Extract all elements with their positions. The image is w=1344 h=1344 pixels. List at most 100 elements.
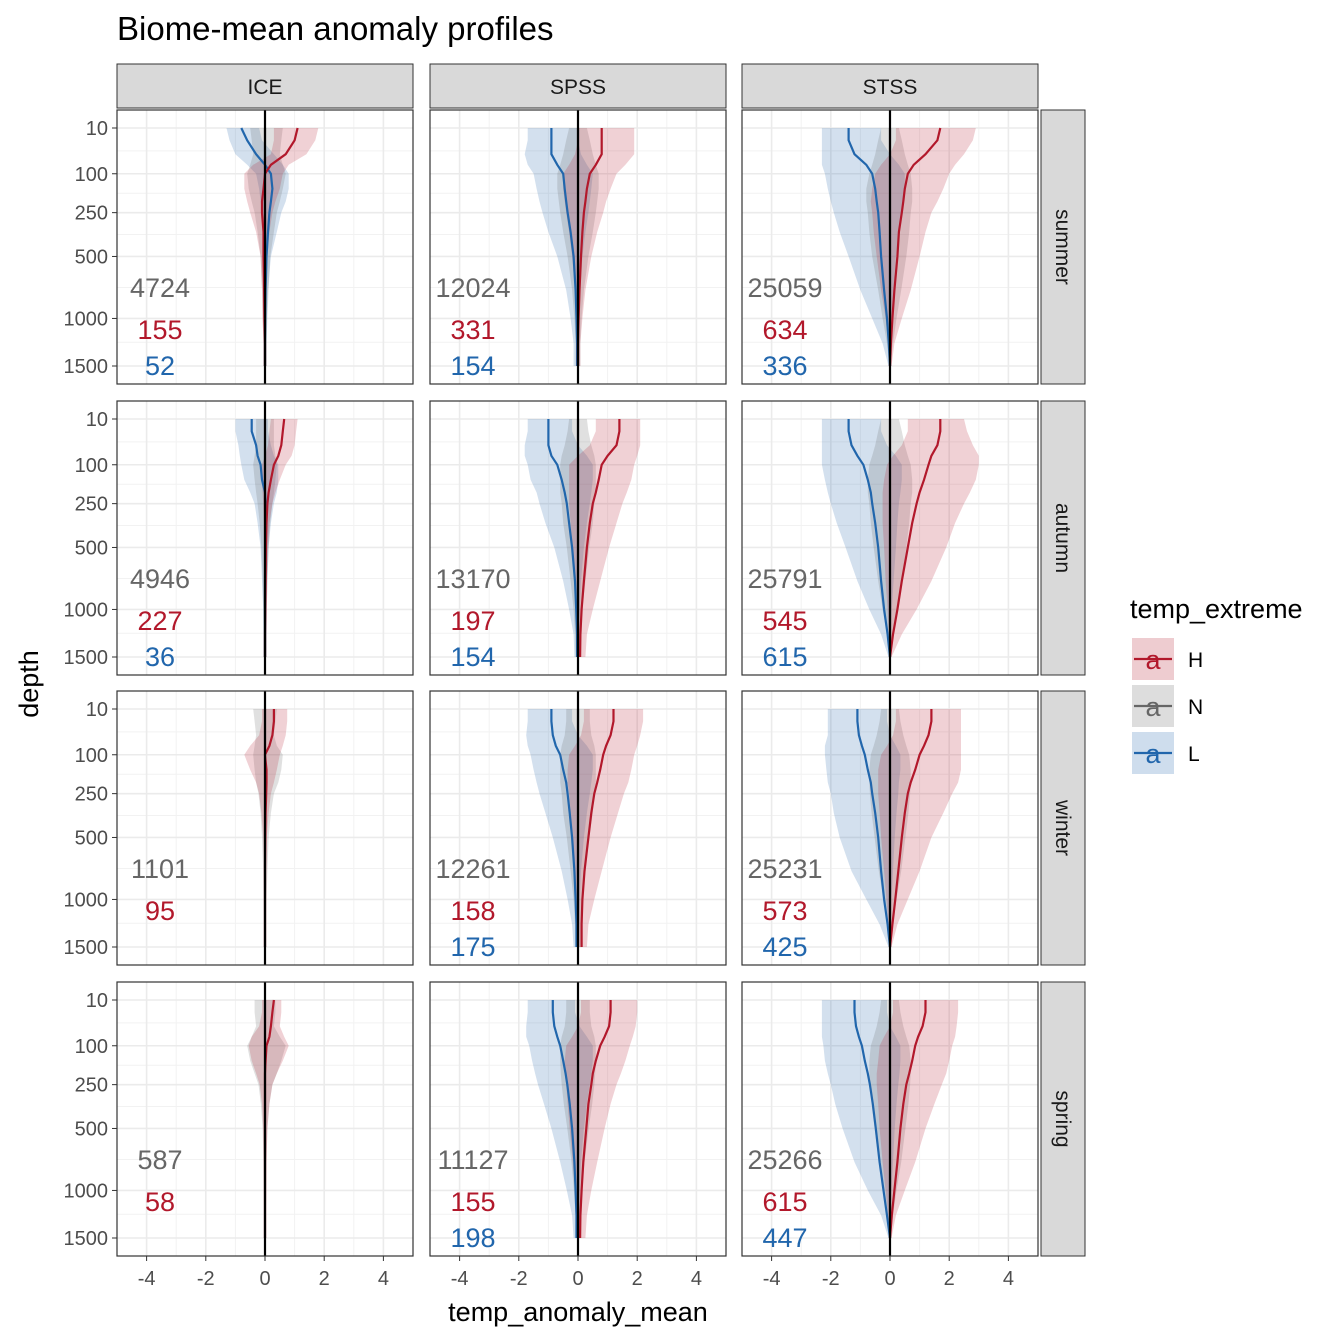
y-tick-label: 100	[75, 455, 108, 477]
y-tick-label: 1500	[64, 356, 109, 378]
y-tick-label: 100	[75, 745, 108, 767]
mean-line-L	[551, 1000, 578, 1238]
y-tick-label: 500	[75, 1118, 108, 1140]
count-label-H: 634	[762, 315, 807, 345]
y-tick-label: 500	[75, 246, 108, 268]
x-tick-label: 0	[884, 1268, 895, 1290]
count-label-N: 25231	[747, 854, 822, 884]
count-label-H: 545	[762, 606, 807, 636]
mean-line-H	[888, 419, 942, 658]
y-tick-label: 1500	[64, 937, 109, 959]
row-strip	[1040, 981, 1086, 1257]
panel-border	[116, 109, 414, 385]
count-label-L: 154	[450, 642, 495, 672]
ribbon-H	[563, 128, 635, 366]
y-tick-label: 1000	[64, 889, 109, 911]
count-label-N: 13170	[435, 564, 510, 594]
mean-line-H	[579, 1000, 612, 1239]
panel-plot-area	[526, 709, 644, 947]
y-axis-title: depth	[14, 650, 44, 718]
mean-line-H	[888, 127, 942, 367]
x-tick-label: 4	[1003, 1268, 1014, 1290]
y-tick-label: 500	[75, 827, 108, 849]
mean-line-L	[847, 419, 892, 658]
count-label-N: 25059	[747, 273, 822, 303]
legend: temp_extreme a Ha Na L	[1130, 594, 1303, 774]
count-label-N: 1101	[131, 854, 189, 884]
column-strip	[429, 63, 727, 109]
ribbon-H	[876, 1000, 959, 1238]
panel-stss-spring: 25266 615 447	[741, 981, 1039, 1257]
ribbon-H	[569, 419, 641, 657]
ribbon-N	[247, 1000, 286, 1238]
row-strip	[1040, 400, 1086, 676]
ribbon-L	[235, 419, 279, 657]
row-strip-label: summer	[1051, 209, 1074, 285]
x-axis-title: temp_anomaly_mean	[448, 1297, 708, 1327]
panel-spss-winter: 12261 158 175	[429, 690, 727, 966]
count-label-H: 227	[137, 606, 182, 636]
x-tick-label: -2	[822, 1268, 840, 1290]
mean-line-L	[547, 419, 579, 657]
row-strip-label: autumn	[1051, 503, 1074, 573]
count-label-N: 25791	[747, 564, 822, 594]
legend-glyph: a	[1145, 692, 1161, 722]
count-label-N: 12261	[435, 854, 510, 884]
legend-label: H	[1188, 649, 1203, 672]
legend-glyph: a	[1145, 645, 1161, 675]
count-label-L: 615	[762, 642, 807, 672]
y-tick-label: 500	[75, 537, 108, 559]
panel-stss-summer: 25059 634 336	[741, 109, 1039, 385]
ribbon-N	[253, 709, 283, 947]
ribbon-H	[882, 419, 979, 657]
column-strip	[116, 63, 414, 109]
count-label-N: 4946	[130, 564, 190, 594]
panel-border	[116, 400, 414, 676]
panel-border	[429, 981, 727, 1257]
panel-ice-winter: 1101 95	[116, 690, 414, 966]
count-label-H: 197	[450, 606, 495, 636]
count-label-N: 12024	[435, 273, 510, 303]
count-label-L: 198	[450, 1223, 495, 1253]
panel-border	[741, 690, 1039, 966]
legend-glyph: a	[1145, 739, 1161, 769]
count-label-H: 155	[137, 315, 182, 345]
panel-plot-area	[524, 419, 641, 658]
y-tick-label: 1500	[64, 1228, 109, 1250]
x-tick-label: 4	[378, 1268, 389, 1290]
count-label-L: 447	[762, 1223, 807, 1253]
panel-spss-autumn: 13170 197 154	[429, 400, 727, 676]
x-tick-label: 0	[572, 1268, 583, 1290]
y-tick-label: 1000	[64, 1180, 109, 1202]
mean-line-L	[550, 128, 579, 366]
ribbon-H	[870, 128, 976, 366]
x-tick-label: -4	[138, 1268, 156, 1290]
panel-ice-summer: 4724 155 52	[116, 109, 414, 385]
y-tick-label: 10	[86, 699, 108, 721]
ribbon-H	[567, 709, 644, 947]
panel-stss-winter: 25231 573 425	[741, 690, 1039, 966]
count-label-L: 336	[762, 351, 807, 381]
count-label-H: 155	[450, 1187, 495, 1217]
column-strip-label: ICE	[247, 76, 282, 99]
x-tick-label: 2	[632, 1268, 643, 1290]
count-label-H: 58	[145, 1187, 175, 1217]
panel-border	[741, 400, 1039, 676]
count-label-H: 615	[762, 1187, 807, 1217]
count-label-L: 36	[145, 642, 175, 672]
count-label-L: 52	[145, 351, 175, 381]
count-label-N: 4724	[130, 273, 190, 303]
y-tick-label: 250	[75, 1075, 108, 1097]
y-tick-label: 250	[75, 494, 108, 516]
mean-line-H	[579, 419, 621, 658]
mean-line-H	[888, 709, 933, 948]
count-label-N: 25266	[747, 1145, 822, 1175]
count-label-L: 175	[450, 932, 495, 962]
x-tick-label: 0	[259, 1268, 270, 1290]
panel-stss-autumn: 25791 545 615	[741, 400, 1039, 676]
row-strip-label: spring	[1051, 1090, 1074, 1147]
mean-line-L	[853, 1000, 892, 1239]
x-tick-label: 2	[944, 1268, 955, 1290]
y-tick-label: 100	[75, 164, 108, 186]
